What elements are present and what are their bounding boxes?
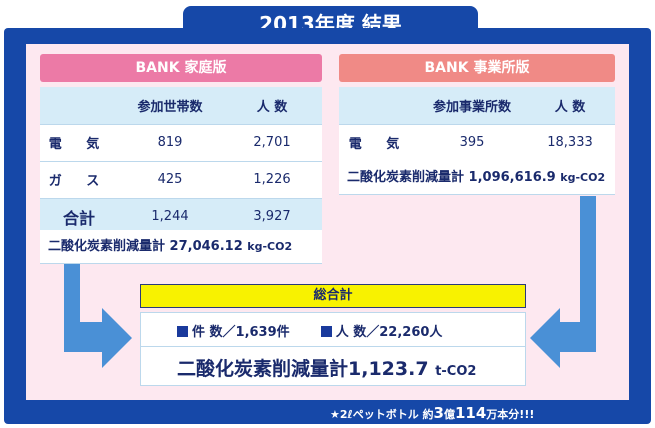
divider <box>141 346 525 347</box>
grand-total-counts: 件 数／1,639件 人 数／22,260人 <box>177 321 442 340</box>
table-cell: 18,333 <box>525 124 615 162</box>
business-table: 参加事業所数 人 数 電 気 395 18,333 <box>339 87 615 162</box>
table-row: 電 気 395 18,333 <box>339 124 615 162</box>
table-cell: 3,927 <box>222 198 322 236</box>
co2-value: 1,096,616.9 <box>468 170 556 185</box>
home-co2-total: 二酸化炭素削減量計 27,046.12 kg-CO2 <box>40 230 322 264</box>
note-suffix: 万本分!!! <box>486 408 535 421</box>
square-bullet-icon <box>320 326 332 337</box>
row-label: ガ ス <box>40 161 118 199</box>
note-prefix: ★2ℓペットボトル 約 <box>330 408 434 421</box>
row-label: 電 気 <box>339 124 419 162</box>
row-label: 電 気 <box>40 124 118 162</box>
square-bullet-icon <box>177 326 188 337</box>
note-number: 114 <box>454 404 487 422</box>
table-cell: 425 <box>118 161 222 199</box>
total-count: 件 数／1,639件 <box>192 325 290 340</box>
co2-label: 二酸化炭素削減量計 <box>347 170 465 185</box>
note-number: 3 <box>433 404 444 422</box>
column-header: 参加世帯数 <box>118 87 222 125</box>
column-header: 参加事業所数 <box>419 87 525 125</box>
table-row: 参加事業所数 人 数 <box>339 87 615 125</box>
co2-label: 二酸化炭素削減量計 <box>177 358 349 380</box>
home-arrow-icon <box>64 264 132 368</box>
co2-unit: t-CO2 <box>435 364 477 379</box>
business-co2-total: 二酸化炭素削減量計 1,096,616.9 kg-CO2 <box>339 161 615 195</box>
table-cell: 819 <box>118 124 222 162</box>
bottle-equivalent-note: ★2ℓペットボトル 約3億114万本分!!! <box>330 404 534 422</box>
table-corner <box>339 87 419 125</box>
note-unit: 億 <box>443 408 455 421</box>
co2-unit: kg-CO2 <box>560 171 606 184</box>
home-section-header: BANK 家庭版 <box>40 54 322 82</box>
business-arrow-icon <box>530 196 596 368</box>
grand-total-box: 件 数／1,639件 人 数／22,260人 二酸化炭素削減量計1,123.7 … <box>140 312 526 386</box>
co2-label: 二酸化炭素削減量計 <box>48 239 166 254</box>
co2-value: 27,046.12 <box>169 239 243 254</box>
column-header: 人 数 <box>525 87 615 125</box>
co2-unit: kg-CO2 <box>247 240 293 253</box>
grand-total-header: 総合計 <box>140 284 526 308</box>
business-section-header: BANK 事業所版 <box>339 54 615 82</box>
co2-value: 1,123.7 <box>348 358 429 380</box>
grand-total-co2: 二酸化炭素削減量計1,123.7 t-CO2 <box>177 354 476 381</box>
home-table: 参加世帯数 人 数 電 気 819 2,701 ガ ス 425 1,226 合計… <box>40 87 322 236</box>
table-row: ガ ス 425 1,226 <box>40 161 322 199</box>
table-row: 電 気 819 2,701 <box>40 124 322 162</box>
table-cell: 395 <box>419 124 525 162</box>
table-cell: 1,226 <box>222 161 322 199</box>
column-header: 人 数 <box>222 87 322 125</box>
table-cell: 2,701 <box>222 124 322 162</box>
table-row: 参加世帯数 人 数 <box>40 87 322 125</box>
total-people: 人 数／22,260人 <box>335 325 443 340</box>
table-corner <box>40 87 118 125</box>
